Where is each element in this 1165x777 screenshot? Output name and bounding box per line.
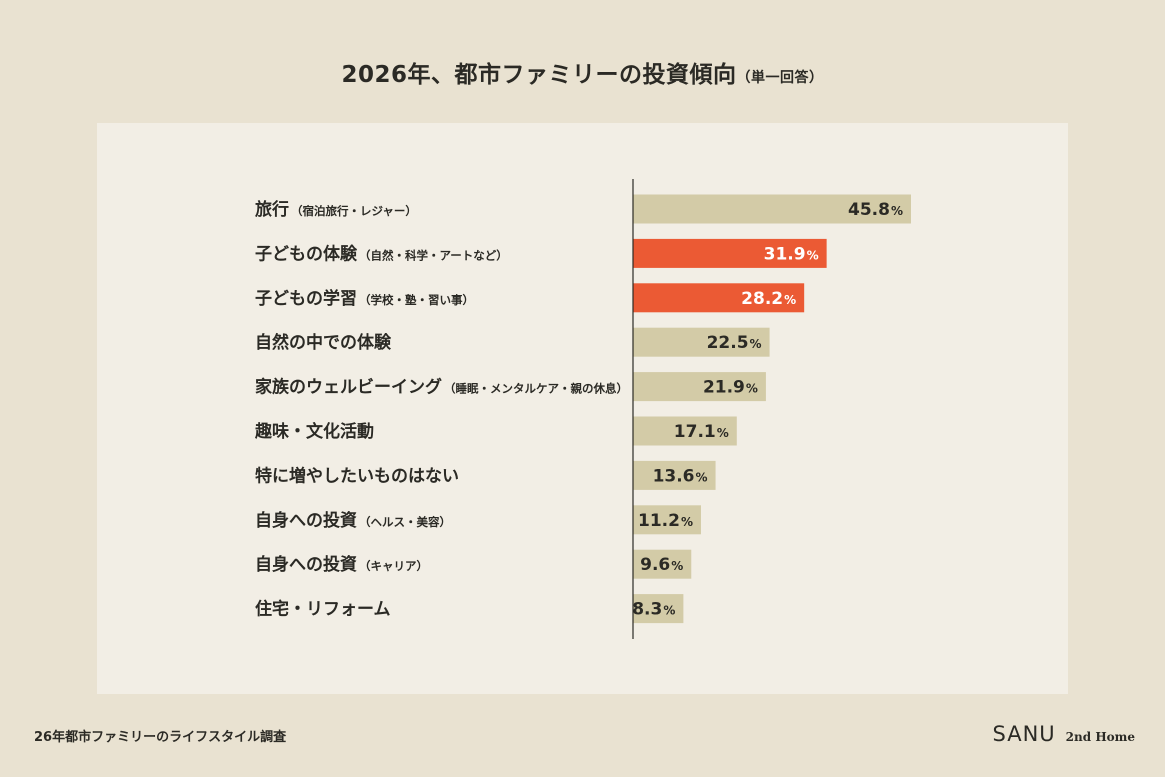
category-label: 家族のウェルビーイング （睡眠・メンタルケア・親の休息） xyxy=(255,377,628,398)
bar-value-number: 22.5 xyxy=(707,333,749,353)
category-label-main: 特に増やしたいものはない xyxy=(255,465,459,486)
bar-value-label: 21.9% xyxy=(703,378,758,398)
bar-value-number: 11.2 xyxy=(638,511,680,531)
bar-value-number: 8.3 xyxy=(632,600,662,620)
category-label-sub: （自然・科学・アートなど） xyxy=(359,248,508,262)
bar-value-number: 28.2 xyxy=(741,289,783,309)
bar xyxy=(633,505,701,535)
bar-value-unit: % xyxy=(696,470,708,484)
bar-value-unit: % xyxy=(784,293,796,307)
bar-value-unit: % xyxy=(671,559,683,573)
category-label-main: 旅行 xyxy=(255,199,289,220)
bar xyxy=(633,460,716,490)
category-label: 自然の中での体験 xyxy=(255,332,392,353)
category-label-sub: （宿泊旅行・レジャー） xyxy=(291,204,417,218)
chart-panel: 旅行 （宿泊旅行・レジャー） 45.8% 子どもの体験 （自然・科学・アートなど） 31.… xyxy=(97,123,1068,694)
bar-value-label: 9.6% xyxy=(640,555,683,575)
chart-title-main: 2026年、都市ファミリーの投資傾向 xyxy=(341,62,737,88)
category-label-sub: （ヘルス・美容） xyxy=(359,515,451,529)
brand-subtitle: 2nd Home xyxy=(1065,730,1135,744)
survey-source: 26年都市ファミリーのライフスタイル調査 xyxy=(34,730,287,745)
bar-value-number: 17.1 xyxy=(674,422,716,442)
bar xyxy=(633,194,911,224)
brand-logo: SANU 2nd Home xyxy=(993,722,1136,746)
category-label-sub: （キャリア） xyxy=(359,559,428,573)
category-label: 旅行 （宿泊旅行・レジャー） xyxy=(255,199,417,220)
chart-title: 2026年、都市ファミリーの投資傾向（単一回答） xyxy=(0,55,1165,89)
category-label-main: 自身への投資 xyxy=(255,510,357,531)
bar-value-label: 45.8% xyxy=(848,200,903,220)
bar xyxy=(633,327,770,357)
category-label: 特に増やしたいものはない xyxy=(255,465,459,486)
bar-value-unit: % xyxy=(891,204,903,218)
brand-name: SANU xyxy=(992,722,1056,746)
bar-value-unit: % xyxy=(807,248,819,262)
bar-value-number: 31.9 xyxy=(764,244,806,264)
category-label-sub: （睡眠・メンタルケア・親の休息） xyxy=(444,382,628,396)
bar-highlight xyxy=(633,238,827,268)
category-label: 子どもの体験 （自然・科学・アートなど） xyxy=(255,243,508,264)
category-label-main: 自然の中での体験 xyxy=(255,332,392,353)
bar-value-label: 17.1% xyxy=(674,422,729,442)
category-label-main: 趣味・文化活動 xyxy=(254,421,374,442)
category-label-main: 子どもの学習 xyxy=(255,288,357,309)
bar-value-unit: % xyxy=(750,337,762,351)
bar-value-unit: % xyxy=(663,604,675,618)
category-label: 趣味・文化活動 xyxy=(254,421,374,442)
category-label-main: 住宅・リフォーム xyxy=(255,599,391,620)
bar-value-label: 22.5% xyxy=(707,333,762,353)
category-label-main: 自身への投資 xyxy=(255,554,357,575)
bar-value-number: 45.8 xyxy=(848,200,890,220)
bar xyxy=(633,549,692,579)
category-label: 住宅・リフォーム xyxy=(255,599,391,620)
category-label: 子どもの学習 （学校・塾・習い事） xyxy=(255,288,474,309)
bar-value-unit: % xyxy=(681,515,693,529)
bar-chart: 旅行 （宿泊旅行・レジャー） 45.8% 子どもの体験 （自然・科学・アートなど） 31.… xyxy=(254,179,911,639)
bar-value-unit: % xyxy=(746,382,758,396)
bar-highlight xyxy=(633,283,805,313)
bar-value-number: 9.6 xyxy=(640,555,670,575)
chart-title-sub: （単一回答） xyxy=(736,70,824,86)
bar-value-number: 21.9 xyxy=(703,378,745,398)
category-label-sub: （学校・塾・習い事） xyxy=(359,293,474,307)
category-label: 自身への投資 （キャリア） xyxy=(255,554,428,575)
category-label-main: 子どもの体験 xyxy=(255,243,358,264)
bar-value-label: 28.2% xyxy=(741,289,796,309)
category-label-main: 家族のウェルビーイング xyxy=(255,377,442,398)
bar-value-number: 13.6 xyxy=(653,466,695,486)
bar-value-label: 13.6% xyxy=(653,466,708,486)
bar-value-unit: % xyxy=(717,426,729,440)
bar xyxy=(633,372,766,402)
bar-value-label: 31.9% xyxy=(764,244,819,264)
bar-value-label: 8.3% xyxy=(632,600,675,620)
bar xyxy=(633,594,684,624)
bar xyxy=(633,416,737,446)
bar-value-label: 11.2% xyxy=(638,511,693,531)
category-label: 自身への投資 （ヘルス・美容） xyxy=(255,510,451,531)
